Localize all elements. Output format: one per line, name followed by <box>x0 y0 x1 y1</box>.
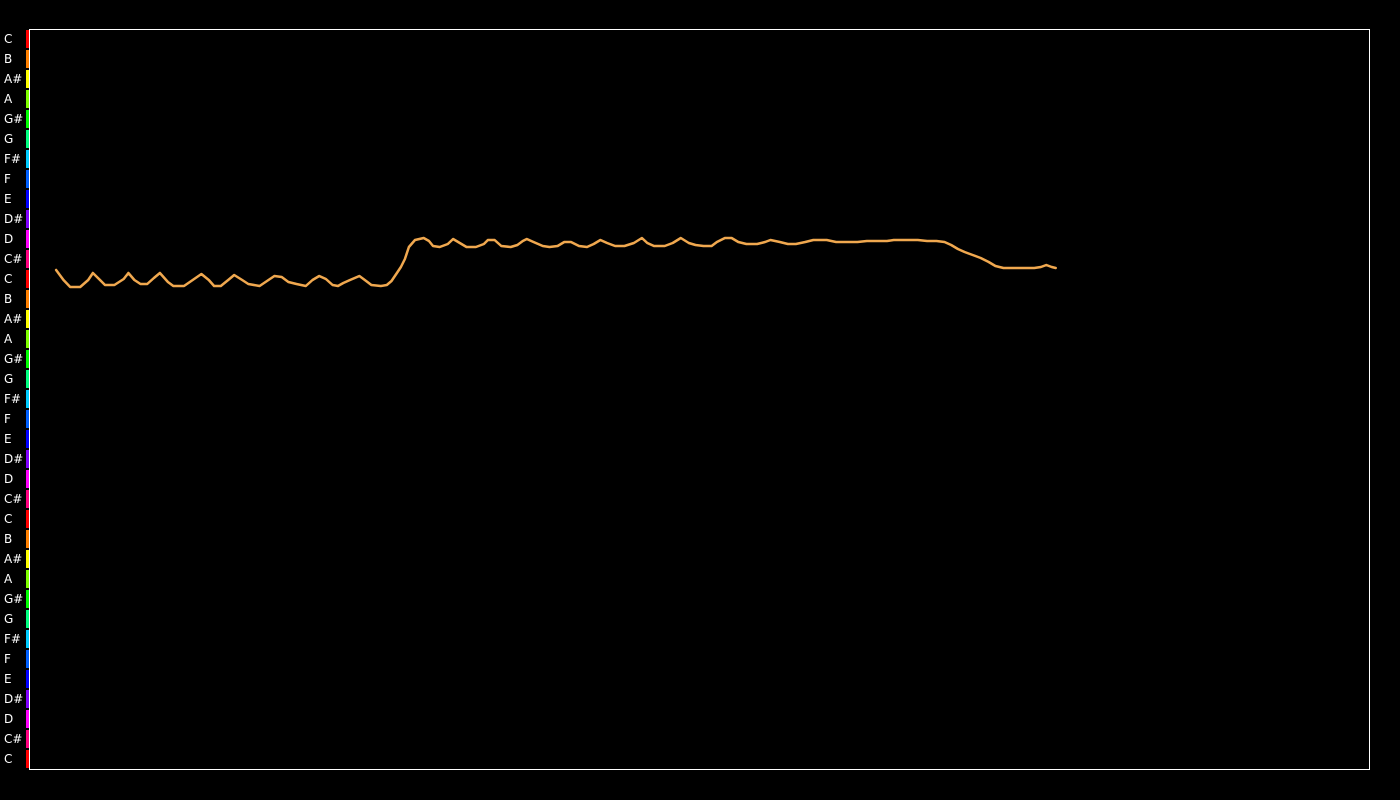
note-label: F# <box>4 152 21 166</box>
note-label: B <box>4 52 13 66</box>
note-color-segment <box>26 270 30 288</box>
note-color-segment <box>26 110 30 128</box>
note-label: D# <box>4 692 24 706</box>
note-color-segment <box>26 310 30 328</box>
note-label: C <box>4 272 13 286</box>
note-label: A <box>4 332 13 346</box>
note-label: G# <box>4 112 24 126</box>
note-label: G <box>4 612 14 626</box>
note-color-segment <box>26 570 30 588</box>
note-color-segment <box>26 630 30 648</box>
note-color-segment <box>26 450 30 468</box>
note-label: F <box>4 412 11 426</box>
note-color-segment <box>26 150 30 168</box>
note-color-segment <box>26 430 30 448</box>
note-color-segment <box>26 610 30 628</box>
note-axis-labels: C B A# A G# G F# F E D# D C# C B A# A G# G F# F E D# D C# C B A# A G… <box>0 0 26 800</box>
note-color-segment <box>26 410 30 428</box>
note-label: G# <box>4 592 24 606</box>
note-color-segment <box>26 90 30 108</box>
note-label: A# <box>4 312 23 326</box>
note-color-bar <box>26 30 30 768</box>
note-label: B <box>4 292 13 306</box>
note-label: F <box>4 172 11 186</box>
note-color-segment <box>26 590 30 608</box>
note-color-segment <box>26 730 30 748</box>
note-label: D# <box>4 452 24 466</box>
note-color-segment <box>26 350 30 368</box>
note-label: D <box>4 232 14 246</box>
note-label: G# <box>4 352 24 366</box>
note-label: E <box>4 192 12 206</box>
note-label: G <box>4 372 14 386</box>
note-color-segment <box>26 690 30 708</box>
note-color-segment <box>26 50 30 68</box>
note-color-segment <box>26 470 30 488</box>
note-label: D# <box>4 212 24 226</box>
note-label: G <box>4 132 14 146</box>
note-label: F# <box>4 632 21 646</box>
note-label: A# <box>4 552 23 566</box>
note-color-segment <box>26 70 30 88</box>
note-color-segment <box>26 290 30 308</box>
note-label: B <box>4 532 13 546</box>
note-color-segment <box>26 670 30 688</box>
note-label: A <box>4 92 13 106</box>
note-color-segment <box>26 650 30 668</box>
note-color-segment <box>26 170 30 188</box>
pitch-plot-area <box>29 29 1370 770</box>
note-color-segment <box>26 390 30 408</box>
note-color-segment <box>26 510 30 528</box>
pitch-series-line <box>54 236 1057 289</box>
note-label: F# <box>4 392 21 406</box>
note-label: A <box>4 572 13 586</box>
note-color-segment <box>26 30 30 48</box>
note-label: E <box>4 432 12 446</box>
note-label: A# <box>4 72 23 86</box>
note-label: C# <box>4 732 23 746</box>
note-label: C <box>4 32 13 46</box>
note-color-segment <box>26 330 30 348</box>
note-color-segment <box>26 190 30 208</box>
note-color-segment <box>26 130 30 148</box>
note-color-segment <box>26 370 30 388</box>
note-label: C <box>4 512 13 526</box>
note-label: E <box>4 672 12 686</box>
note-color-segment <box>26 230 30 248</box>
note-label: D <box>4 712 14 726</box>
note-label: F <box>4 652 11 666</box>
note-color-segment <box>26 710 30 728</box>
note-color-segment <box>26 550 30 568</box>
note-label: C# <box>4 492 23 506</box>
note-color-segment <box>26 750 30 768</box>
note-label: C# <box>4 252 23 266</box>
pitch-plot-svg <box>54 236 1057 289</box>
note-color-segment <box>26 250 30 268</box>
note-color-segment <box>26 530 30 548</box>
note-label: D <box>4 472 14 486</box>
note-color-segment <box>26 490 30 508</box>
note-color-segment <box>26 210 30 228</box>
note-label: C <box>4 752 13 766</box>
